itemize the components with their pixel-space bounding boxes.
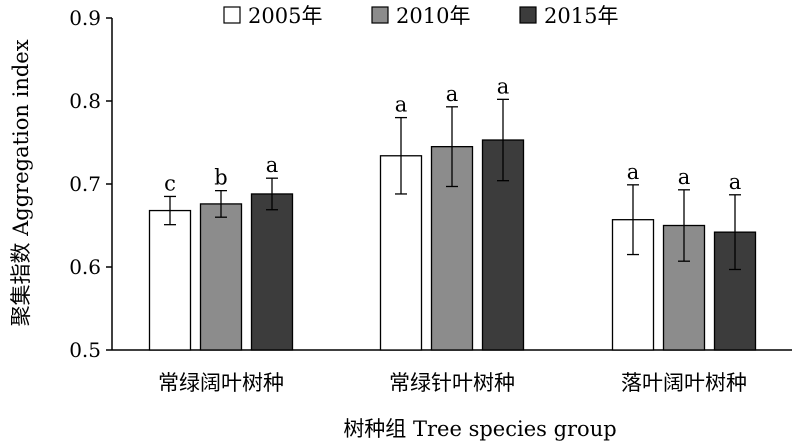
legend-label: 2010年 (396, 4, 470, 28)
y-tick-label: 0.8 (69, 89, 101, 113)
legend-label: 2015年 (544, 4, 618, 28)
y-tick-label: 0.9 (69, 6, 101, 30)
significance-label: a (729, 170, 742, 194)
x-tick-label: 落叶阔叶树种 (621, 371, 747, 395)
legend-swatch (223, 6, 241, 24)
bar (379, 155, 423, 351)
significance-label: a (497, 74, 510, 98)
significance-label: a (446, 82, 459, 106)
legend-swatch (519, 6, 537, 24)
legend-label: 2005年 (248, 4, 322, 28)
x-tick-label: 常绿阔叶树种 (158, 371, 284, 395)
legend: 2005年 2010年 2015年 (223, 4, 618, 28)
bar (250, 193, 294, 351)
y-tick-label: 0.7 (69, 172, 101, 196)
significance-label: a (678, 165, 691, 189)
bar (148, 209, 192, 351)
significance-label: a (266, 153, 279, 177)
significance-label: b (214, 166, 227, 190)
y-tick-label: 0.6 (69, 255, 101, 279)
y-tick-label: 0.5 (69, 338, 101, 362)
x-tick-label: 常绿针叶树种 (389, 371, 515, 395)
bar (199, 203, 243, 351)
significance-label: c (164, 171, 176, 195)
plot-area: 0.5 0.6 0.7 0.8 0.9 常绿阔叶树种 c b a 常绿针叶树种 a a a 落叶阔叶树种 a… (69, 6, 792, 395)
legend-swatch (371, 6, 389, 24)
significance-label: a (627, 160, 640, 184)
y-axis-label: 聚集指数 Aggregation index (9, 39, 33, 326)
x-axis-label: 树种组 Tree species group (343, 417, 616, 441)
significance-label: a (395, 93, 408, 117)
